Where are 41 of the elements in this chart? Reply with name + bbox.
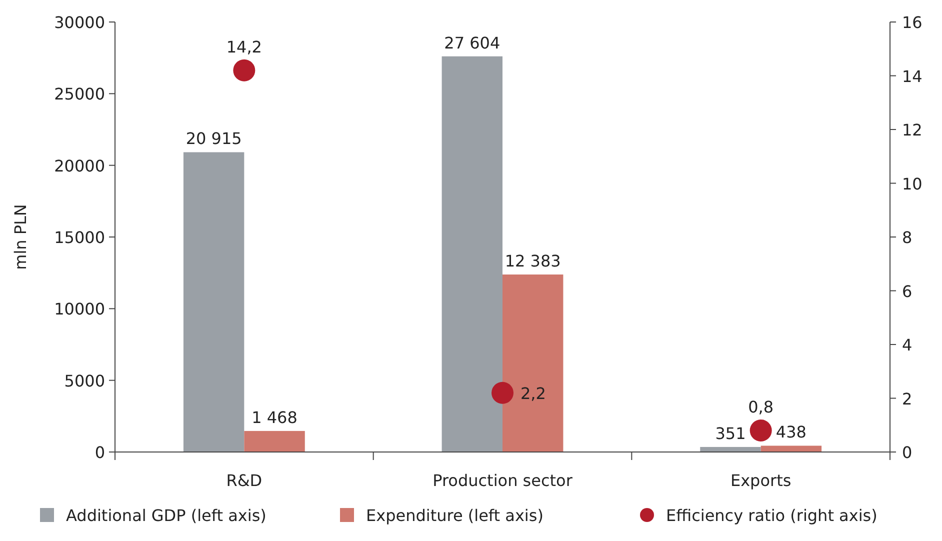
point xyxy=(750,420,772,442)
data-label: 12 383 xyxy=(504,252,561,271)
data-label: 1 468 xyxy=(252,408,298,427)
y-tick-label: 30000 xyxy=(54,13,105,32)
data-label: 27 604 xyxy=(444,33,500,52)
y2-tick-label: 0 xyxy=(902,443,912,462)
data-label: 0,8 xyxy=(748,398,774,416)
legend-label: Efficiency ratio (right axis) xyxy=(666,506,878,525)
y2-tick-label: 12 xyxy=(902,120,922,140)
y-tick-label: 20000 xyxy=(54,156,105,176)
bar xyxy=(183,152,244,452)
bar xyxy=(244,430,305,452)
y2-tick-label: 16 xyxy=(902,13,922,32)
x-tick-label: Production sector xyxy=(432,471,573,490)
legend-label: Expenditure (left axis) xyxy=(366,506,544,525)
y-tick-label: 15000 xyxy=(54,228,105,247)
y2-tick-label: 8 xyxy=(902,228,912,247)
x-tick-label: R&D xyxy=(226,471,262,490)
y-tick-label: 25000 xyxy=(54,84,105,104)
y2-tick-label: 6 xyxy=(902,282,912,301)
y-axis-title: mln PLN xyxy=(11,204,30,270)
y2-tick-label: 2 xyxy=(902,389,912,408)
bar xyxy=(700,446,761,452)
y-tick-label: 5000 xyxy=(64,371,105,390)
bar xyxy=(760,446,822,452)
y2-tick-label: 10 xyxy=(902,174,922,194)
bar xyxy=(442,56,502,452)
data-label: 351 xyxy=(715,424,746,443)
data-label: 14,2 xyxy=(226,37,262,56)
y-tick-label: 0 xyxy=(94,443,105,462)
y-tick-label: 10000 xyxy=(54,300,105,319)
x-tick-label: Exports xyxy=(730,471,792,490)
point xyxy=(492,382,514,404)
bar xyxy=(502,274,564,452)
data-label: 20 915 xyxy=(186,129,242,148)
legend-label: Additional GDP (left axis) xyxy=(66,506,266,525)
y2-tick-label: 4 xyxy=(902,336,912,354)
point xyxy=(233,59,256,82)
data-label: 438 xyxy=(776,422,806,442)
y2-tick-label: 14 xyxy=(902,66,922,86)
data-label: 2,2 xyxy=(520,384,546,403)
